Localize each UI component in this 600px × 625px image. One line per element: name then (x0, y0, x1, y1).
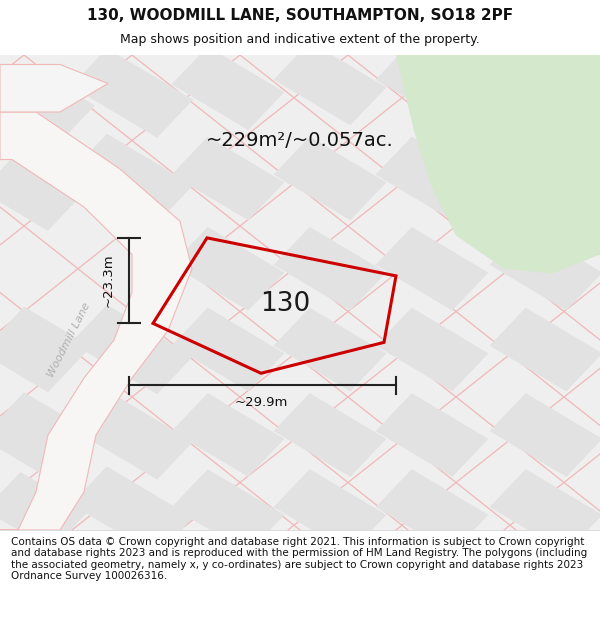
Text: Map shows position and indicative extent of the property.: Map shows position and indicative extent… (120, 33, 480, 46)
Text: ~29.9m: ~29.9m (235, 396, 287, 409)
Polygon shape (490, 393, 600, 477)
Polygon shape (172, 137, 284, 221)
Polygon shape (0, 392, 91, 478)
Polygon shape (172, 393, 284, 477)
Polygon shape (274, 393, 386, 477)
Polygon shape (0, 472, 88, 550)
Polygon shape (274, 469, 386, 553)
Text: 130: 130 (260, 291, 310, 318)
Polygon shape (438, 102, 528, 159)
Polygon shape (376, 308, 488, 391)
Polygon shape (0, 145, 91, 231)
Polygon shape (490, 137, 600, 221)
Polygon shape (376, 137, 488, 221)
Polygon shape (274, 227, 386, 311)
Polygon shape (172, 46, 284, 130)
Polygon shape (0, 307, 91, 392)
Text: ~229m²/~0.057ac.: ~229m²/~0.057ac. (206, 131, 394, 150)
Polygon shape (376, 469, 488, 553)
Polygon shape (172, 227, 284, 311)
Polygon shape (274, 308, 386, 391)
Polygon shape (274, 42, 386, 126)
Polygon shape (490, 469, 600, 553)
Polygon shape (274, 137, 386, 221)
Polygon shape (71, 48, 193, 138)
Polygon shape (376, 393, 488, 477)
Text: Contains OS data © Crown copyright and database right 2021. This information is : Contains OS data © Crown copyright and d… (11, 537, 587, 581)
Polygon shape (490, 227, 600, 311)
Polygon shape (71, 305, 193, 394)
Polygon shape (376, 42, 488, 126)
Polygon shape (71, 134, 193, 223)
Polygon shape (172, 469, 284, 553)
Polygon shape (71, 390, 193, 480)
Polygon shape (0, 64, 108, 112)
Polygon shape (490, 42, 600, 126)
Text: 130, WOODMILL LANE, SOUTHAMPTON, SO18 2PF: 130, WOODMILL LANE, SOUTHAMPTON, SO18 2P… (87, 8, 513, 23)
Polygon shape (490, 308, 600, 391)
Polygon shape (172, 308, 284, 391)
Text: ~23.3m: ~23.3m (101, 254, 115, 308)
Polygon shape (0, 112, 192, 530)
Polygon shape (376, 227, 488, 311)
Text: Woodmill Lane: Woodmill Lane (46, 301, 92, 379)
Polygon shape (0, 66, 95, 159)
Polygon shape (71, 466, 193, 556)
Polygon shape (396, 55, 600, 274)
